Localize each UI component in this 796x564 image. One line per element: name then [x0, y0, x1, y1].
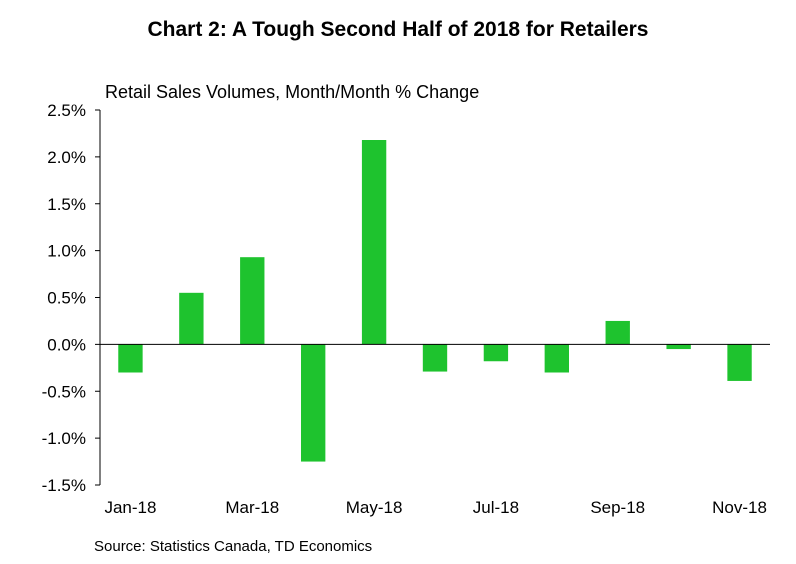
bar-jun-18	[422, 344, 448, 372]
y-tick-label: -0.5%	[42, 382, 86, 401]
x-tick-label: Jul-18	[473, 498, 519, 517]
y-tick-label: 2.0%	[47, 148, 86, 167]
bar-mar-18	[240, 257, 265, 345]
source-note: Source: Statistics Canada, TD Economics	[94, 538, 372, 555]
chart-title: Chart 2: A Tough Second Half of 2018 for…	[147, 18, 649, 41]
bar-aug-18	[544, 344, 569, 373]
bar-feb-18	[179, 292, 204, 345]
y-tick-label: -1.0%	[42, 429, 86, 448]
bar-jan-18	[118, 344, 143, 373]
bar-oct-18	[666, 344, 691, 350]
x-tick-label: Mar-18	[225, 498, 279, 517]
bar-jul-18	[483, 344, 509, 362]
x-tick-label: Jan-18	[104, 498, 156, 517]
x-axis-labels: Jan-18 Mar-18 May-18 Jul-18 Sep-18 Nov-18	[104, 498, 766, 517]
x-tick-label: May-18	[346, 498, 403, 517]
y-tick-label: 2.5%	[47, 101, 86, 120]
bar-nov-18	[727, 344, 752, 381]
x-tick-label: Nov-18	[712, 498, 767, 517]
bar-may-18	[361, 140, 387, 345]
y-axis-ticks: 2.5% 2.0% 1.5% 1.0% 0.5% 0.0% -0.5% -1.0% -1.5%	[42, 101, 100, 495]
y-tick-label: 0.5%	[47, 289, 86, 308]
y-tick-label: -1.5%	[42, 476, 86, 495]
y-tick-label: 0.0%	[47, 335, 86, 354]
bar-series	[118, 140, 752, 462]
bar-sep-18	[605, 320, 630, 345]
y-axis-title: Retail Sales Volumes, Month/Month % Chan…	[105, 82, 479, 102]
y-tick-label: 1.0%	[47, 242, 86, 261]
x-tick-label: Sep-18	[590, 498, 645, 517]
bar-apr-18	[301, 344, 326, 462]
y-tick-label: 1.5%	[47, 195, 86, 214]
